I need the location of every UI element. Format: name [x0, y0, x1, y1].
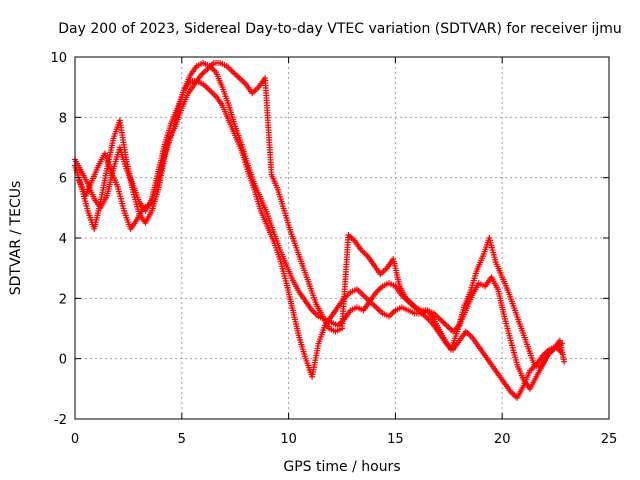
y-tick-label: 8 — [59, 111, 67, 126]
y-axis-label: SDTVAR / TECUs — [8, 181, 24, 296]
y-tick-label: 10 — [50, 51, 67, 66]
series-track-3 — [76, 60, 568, 371]
chart-title: Day 200 of 2023, Sidereal Day-to-day VTE… — [58, 21, 622, 37]
x-axis-label: GPS time / hours — [283, 459, 400, 475]
x-tick-label: 15 — [387, 432, 404, 447]
data-points — [72, 60, 568, 401]
y-tick-label: 6 — [59, 172, 67, 187]
x-tick-label: 5 — [178, 432, 186, 447]
x-tick-label: 10 — [280, 432, 297, 447]
grid-lines — [75, 57, 609, 419]
x-tick-label: 0 — [71, 432, 79, 447]
y-tick-label: 2 — [59, 292, 67, 307]
y-axis-ticks: -2 0 2 4 6 8 10 — [50, 51, 609, 428]
y-tick-label: 4 — [59, 232, 67, 247]
x-tick-label: 20 — [494, 432, 511, 447]
x-axis-ticks: 0 5 10 15 20 25 — [71, 57, 617, 447]
x-tick-label: 25 — [601, 432, 618, 447]
y-tick-label: -2 — [54, 413, 67, 428]
y-tick-label: 0 — [59, 353, 67, 368]
data-point — [561, 358, 568, 365]
